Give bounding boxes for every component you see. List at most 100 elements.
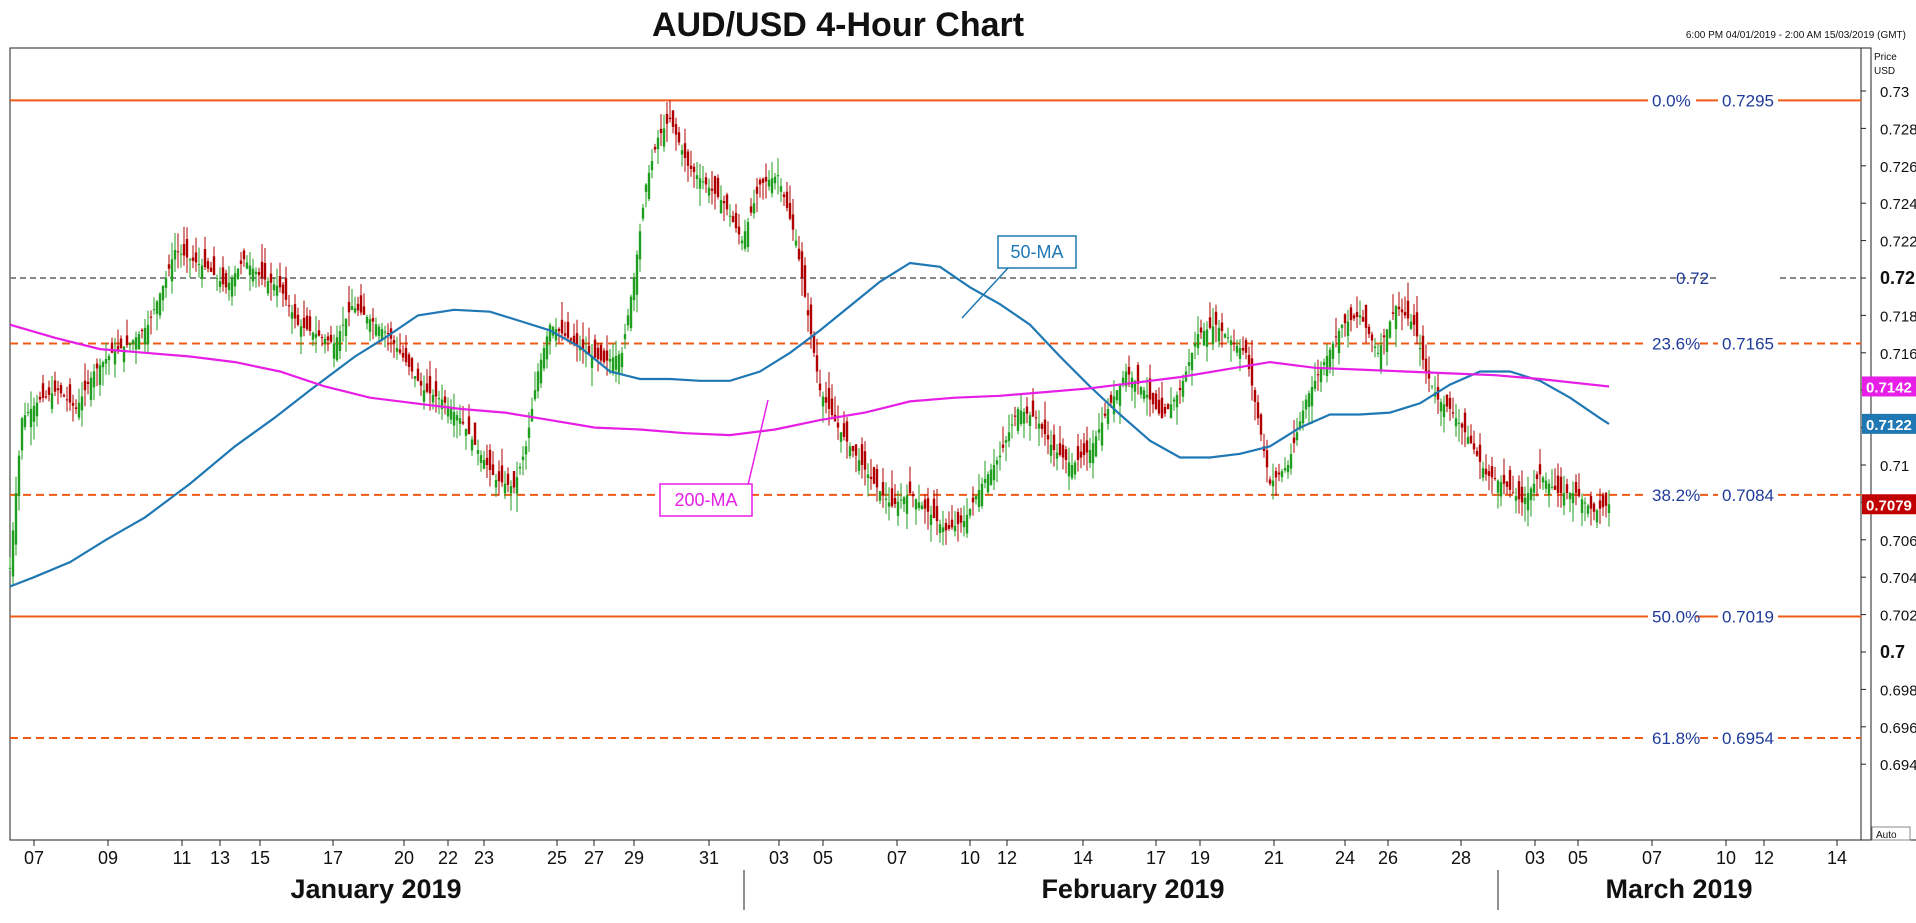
candle-body [446, 405, 450, 417]
candle-body [644, 184, 648, 192]
candle-body [851, 445, 855, 451]
candle-body [947, 525, 951, 529]
ytick-label: 0.702 [1880, 608, 1916, 625]
candle-body [1319, 368, 1323, 383]
candle-body [1607, 504, 1611, 514]
candle-body [1604, 492, 1608, 506]
candle-body [1382, 335, 1386, 338]
candle-body [1031, 400, 1035, 417]
candle-body [158, 293, 162, 316]
candle-body [476, 450, 480, 454]
xtick-label: 03 [1525, 848, 1545, 868]
level-label-2: 23.6% [1652, 334, 1700, 353]
candle-body [188, 259, 192, 261]
candle-body [1121, 377, 1125, 384]
candle-body [92, 371, 96, 388]
candle-body [524, 446, 528, 455]
candle-body [1067, 462, 1071, 477]
candle-body [1517, 481, 1521, 500]
level-label-0: 0.0% [1652, 91, 1691, 110]
candle-body [506, 473, 510, 485]
candle-body [1358, 315, 1362, 318]
candle-body [944, 522, 948, 531]
candle-body [206, 261, 210, 269]
xtick-label: 15 [250, 848, 270, 868]
candle-body [797, 248, 801, 260]
candle-body [815, 355, 819, 372]
candle-body [1430, 385, 1434, 387]
candle-body [533, 390, 537, 400]
series-200-ma [9, 323, 1610, 437]
candle-body [662, 128, 666, 147]
candle-body [1586, 505, 1590, 514]
candle-body [1019, 410, 1023, 424]
candle-body [401, 352, 405, 358]
candle-body [1346, 321, 1350, 337]
candle-body [1043, 419, 1047, 435]
candle-body [608, 359, 612, 362]
candle-body [395, 348, 399, 352]
candle-body [1004, 440, 1008, 443]
candle-body [1370, 334, 1374, 341]
candle-body [473, 422, 477, 445]
price-tags: 0.7142 0.7122 0.7079 [1862, 376, 1916, 515]
candle-body [605, 350, 609, 361]
candle-body [137, 334, 141, 350]
candle-body [461, 421, 465, 424]
auto-scale-button[interactable] [1871, 826, 1911, 841]
candle-body [419, 380, 423, 386]
candle-body [1301, 410, 1305, 424]
level-label-bg-2 [1648, 332, 1696, 353]
candle-body [452, 412, 456, 426]
candle-body [1412, 314, 1416, 325]
candle-body [1415, 312, 1419, 337]
candle-body [671, 110, 675, 127]
candle-body [1115, 390, 1119, 401]
level-value-2: 0.7165 [1722, 334, 1774, 353]
candle-body [557, 328, 561, 332]
candle-body [677, 132, 681, 143]
candle-body [1469, 435, 1473, 444]
candle-body [1394, 306, 1398, 330]
candle-body [1037, 423, 1041, 429]
candle-body [143, 327, 147, 345]
candle-body [887, 502, 891, 507]
candle-body [908, 481, 912, 494]
ytick-label: 0.694 [1880, 757, 1916, 774]
candle-body [872, 467, 876, 484]
candle-body [563, 333, 567, 336]
candle-body [311, 332, 315, 340]
candle-body [902, 497, 906, 505]
candle-body [806, 310, 810, 316]
candle-body [308, 316, 312, 331]
candle-body [1499, 482, 1503, 497]
xtick-label: 10 [960, 848, 980, 868]
price-axis-unit: USD [1874, 66, 1895, 77]
candle-body [656, 137, 660, 150]
candle-body [1292, 437, 1296, 444]
candle-body [20, 418, 24, 451]
candle-body [1487, 471, 1491, 476]
level-value-bg-5 [1718, 727, 1778, 748]
candle-body [1265, 450, 1269, 468]
candle-body [776, 175, 780, 177]
candle-body [1010, 424, 1014, 426]
xtick-label: 07 [887, 848, 907, 868]
candle-body [1016, 408, 1020, 431]
candle-body [731, 216, 735, 222]
candle-body [1532, 483, 1536, 493]
price-tag-label-0: 0.7142 [1866, 379, 1912, 396]
candle-body [284, 278, 288, 300]
candle-body [800, 251, 804, 278]
candle-body [122, 346, 126, 363]
candle-body [713, 176, 717, 194]
xtick-label: 07 [24, 848, 44, 868]
candle-body [329, 334, 333, 342]
time-axis-ticks: 07 09 11 13 15 17 20 22 23 25 27 29 31 03 05 07 10 12 14 17… [24, 840, 1847, 868]
ytick-label: 0.728 [1880, 121, 1916, 138]
candle-body [596, 347, 600, 360]
candle-body [773, 176, 777, 184]
candle-body [1202, 330, 1206, 346]
candle-body [1058, 443, 1062, 456]
